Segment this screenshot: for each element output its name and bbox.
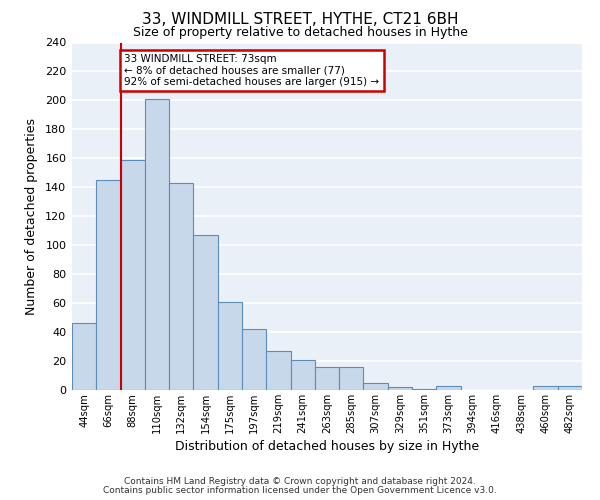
Bar	[412, 388, 436, 390]
Y-axis label: Number of detached properties: Number of detached properties	[25, 118, 38, 315]
Bar	[96, 180, 121, 390]
Bar	[533, 386, 558, 390]
Bar	[266, 351, 290, 390]
Bar	[388, 387, 412, 390]
X-axis label: Distribution of detached houses by size in Hythe: Distribution of detached houses by size …	[175, 440, 479, 453]
Text: Contains HM Land Registry data © Crown copyright and database right 2024.: Contains HM Land Registry data © Crown c…	[124, 477, 476, 486]
Bar	[193, 235, 218, 390]
Text: 33 WINDMILL STREET: 73sqm
← 8% of detached houses are smaller (77)
92% of semi-d: 33 WINDMILL STREET: 73sqm ← 8% of detach…	[124, 54, 379, 88]
Bar	[558, 386, 582, 390]
Bar	[339, 367, 364, 390]
Bar	[218, 302, 242, 390]
Bar	[145, 99, 169, 390]
Bar	[315, 367, 339, 390]
Bar	[436, 386, 461, 390]
Bar	[290, 360, 315, 390]
Bar	[72, 324, 96, 390]
Text: Contains public sector information licensed under the Open Government Licence v3: Contains public sector information licen…	[103, 486, 497, 495]
Bar	[242, 329, 266, 390]
Bar	[364, 383, 388, 390]
Text: Size of property relative to detached houses in Hythe: Size of property relative to detached ho…	[133, 26, 467, 39]
Bar	[169, 183, 193, 390]
Text: 33, WINDMILL STREET, HYTHE, CT21 6BH: 33, WINDMILL STREET, HYTHE, CT21 6BH	[142, 12, 458, 28]
Bar	[121, 160, 145, 390]
